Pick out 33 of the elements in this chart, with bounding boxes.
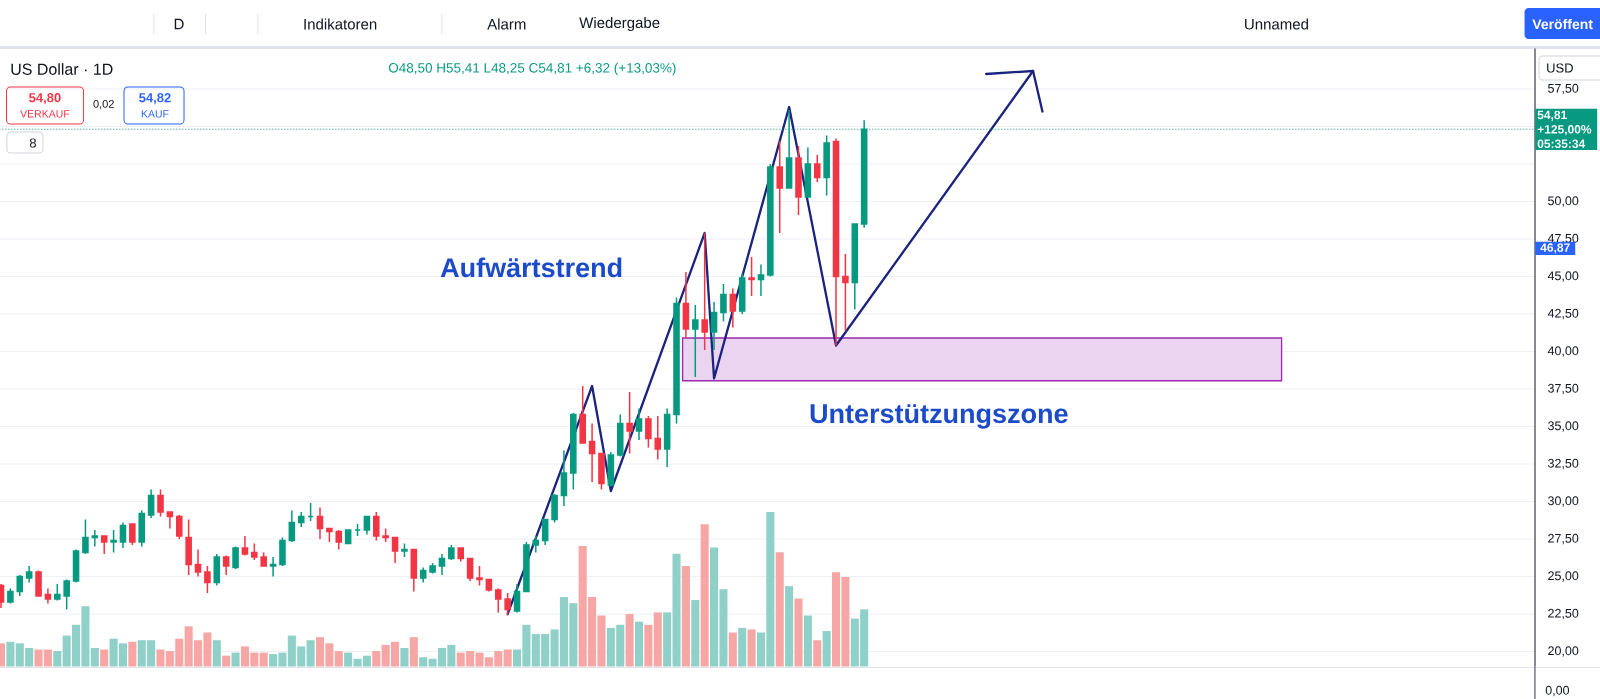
y-tick-label: 35,00 xyxy=(1548,421,1579,432)
text: Unnamed xyxy=(1245,18,1308,30)
y-tick-label: 27,50 xyxy=(1548,533,1579,545)
text: Indikatoren xyxy=(304,18,377,30)
annotation: 54,82 xyxy=(139,93,171,105)
y-tick-label: 20,00 xyxy=(1548,646,1579,657)
text: Alarm xyxy=(487,18,526,30)
annotation: VERKAUF xyxy=(20,110,70,118)
text: Wiedergabe xyxy=(579,17,660,32)
y-tick-label: 25,00 xyxy=(1548,571,1579,582)
ref-line-label: 54,81 +125,00% 05:35:34 xyxy=(1537,110,1592,149)
y-tick-label: 22,50 xyxy=(1548,608,1579,620)
y-tick-label: 50,00 xyxy=(1548,196,1579,207)
y-tick-label: 45,00 xyxy=(1547,271,1579,282)
annotation: 54,80 xyxy=(29,93,61,105)
annotation: 46,87 xyxy=(1540,243,1570,254)
annotation: Aufwärtstrend xyxy=(440,257,622,278)
y-tick-label: 30,00 xyxy=(1548,496,1579,507)
text: 0,00 xyxy=(1545,685,1570,697)
y-tick-label: 57,50 xyxy=(1548,83,1579,95)
y-tick-label: 37,50 xyxy=(1548,383,1579,395)
y-tick-label: 32,50 xyxy=(1548,458,1579,470)
annotation: 8 xyxy=(29,138,36,148)
text: USD xyxy=(1547,63,1573,73)
y-tick-label: 42,50 xyxy=(1547,308,1579,320)
band-label: Unterstützungszone xyxy=(810,404,1068,429)
text: D xyxy=(174,18,184,30)
text: US Dollar · 1D xyxy=(11,63,113,75)
annotation: 0,02 xyxy=(93,100,114,110)
annotation: KAUF xyxy=(141,110,169,118)
text: O48,50 H55,41 L48,25 C54,81 +6,32 (+13,03%) xyxy=(388,62,676,76)
y-tick-label: 40,00 xyxy=(1547,346,1579,357)
text: Veröffent xyxy=(1532,18,1593,30)
